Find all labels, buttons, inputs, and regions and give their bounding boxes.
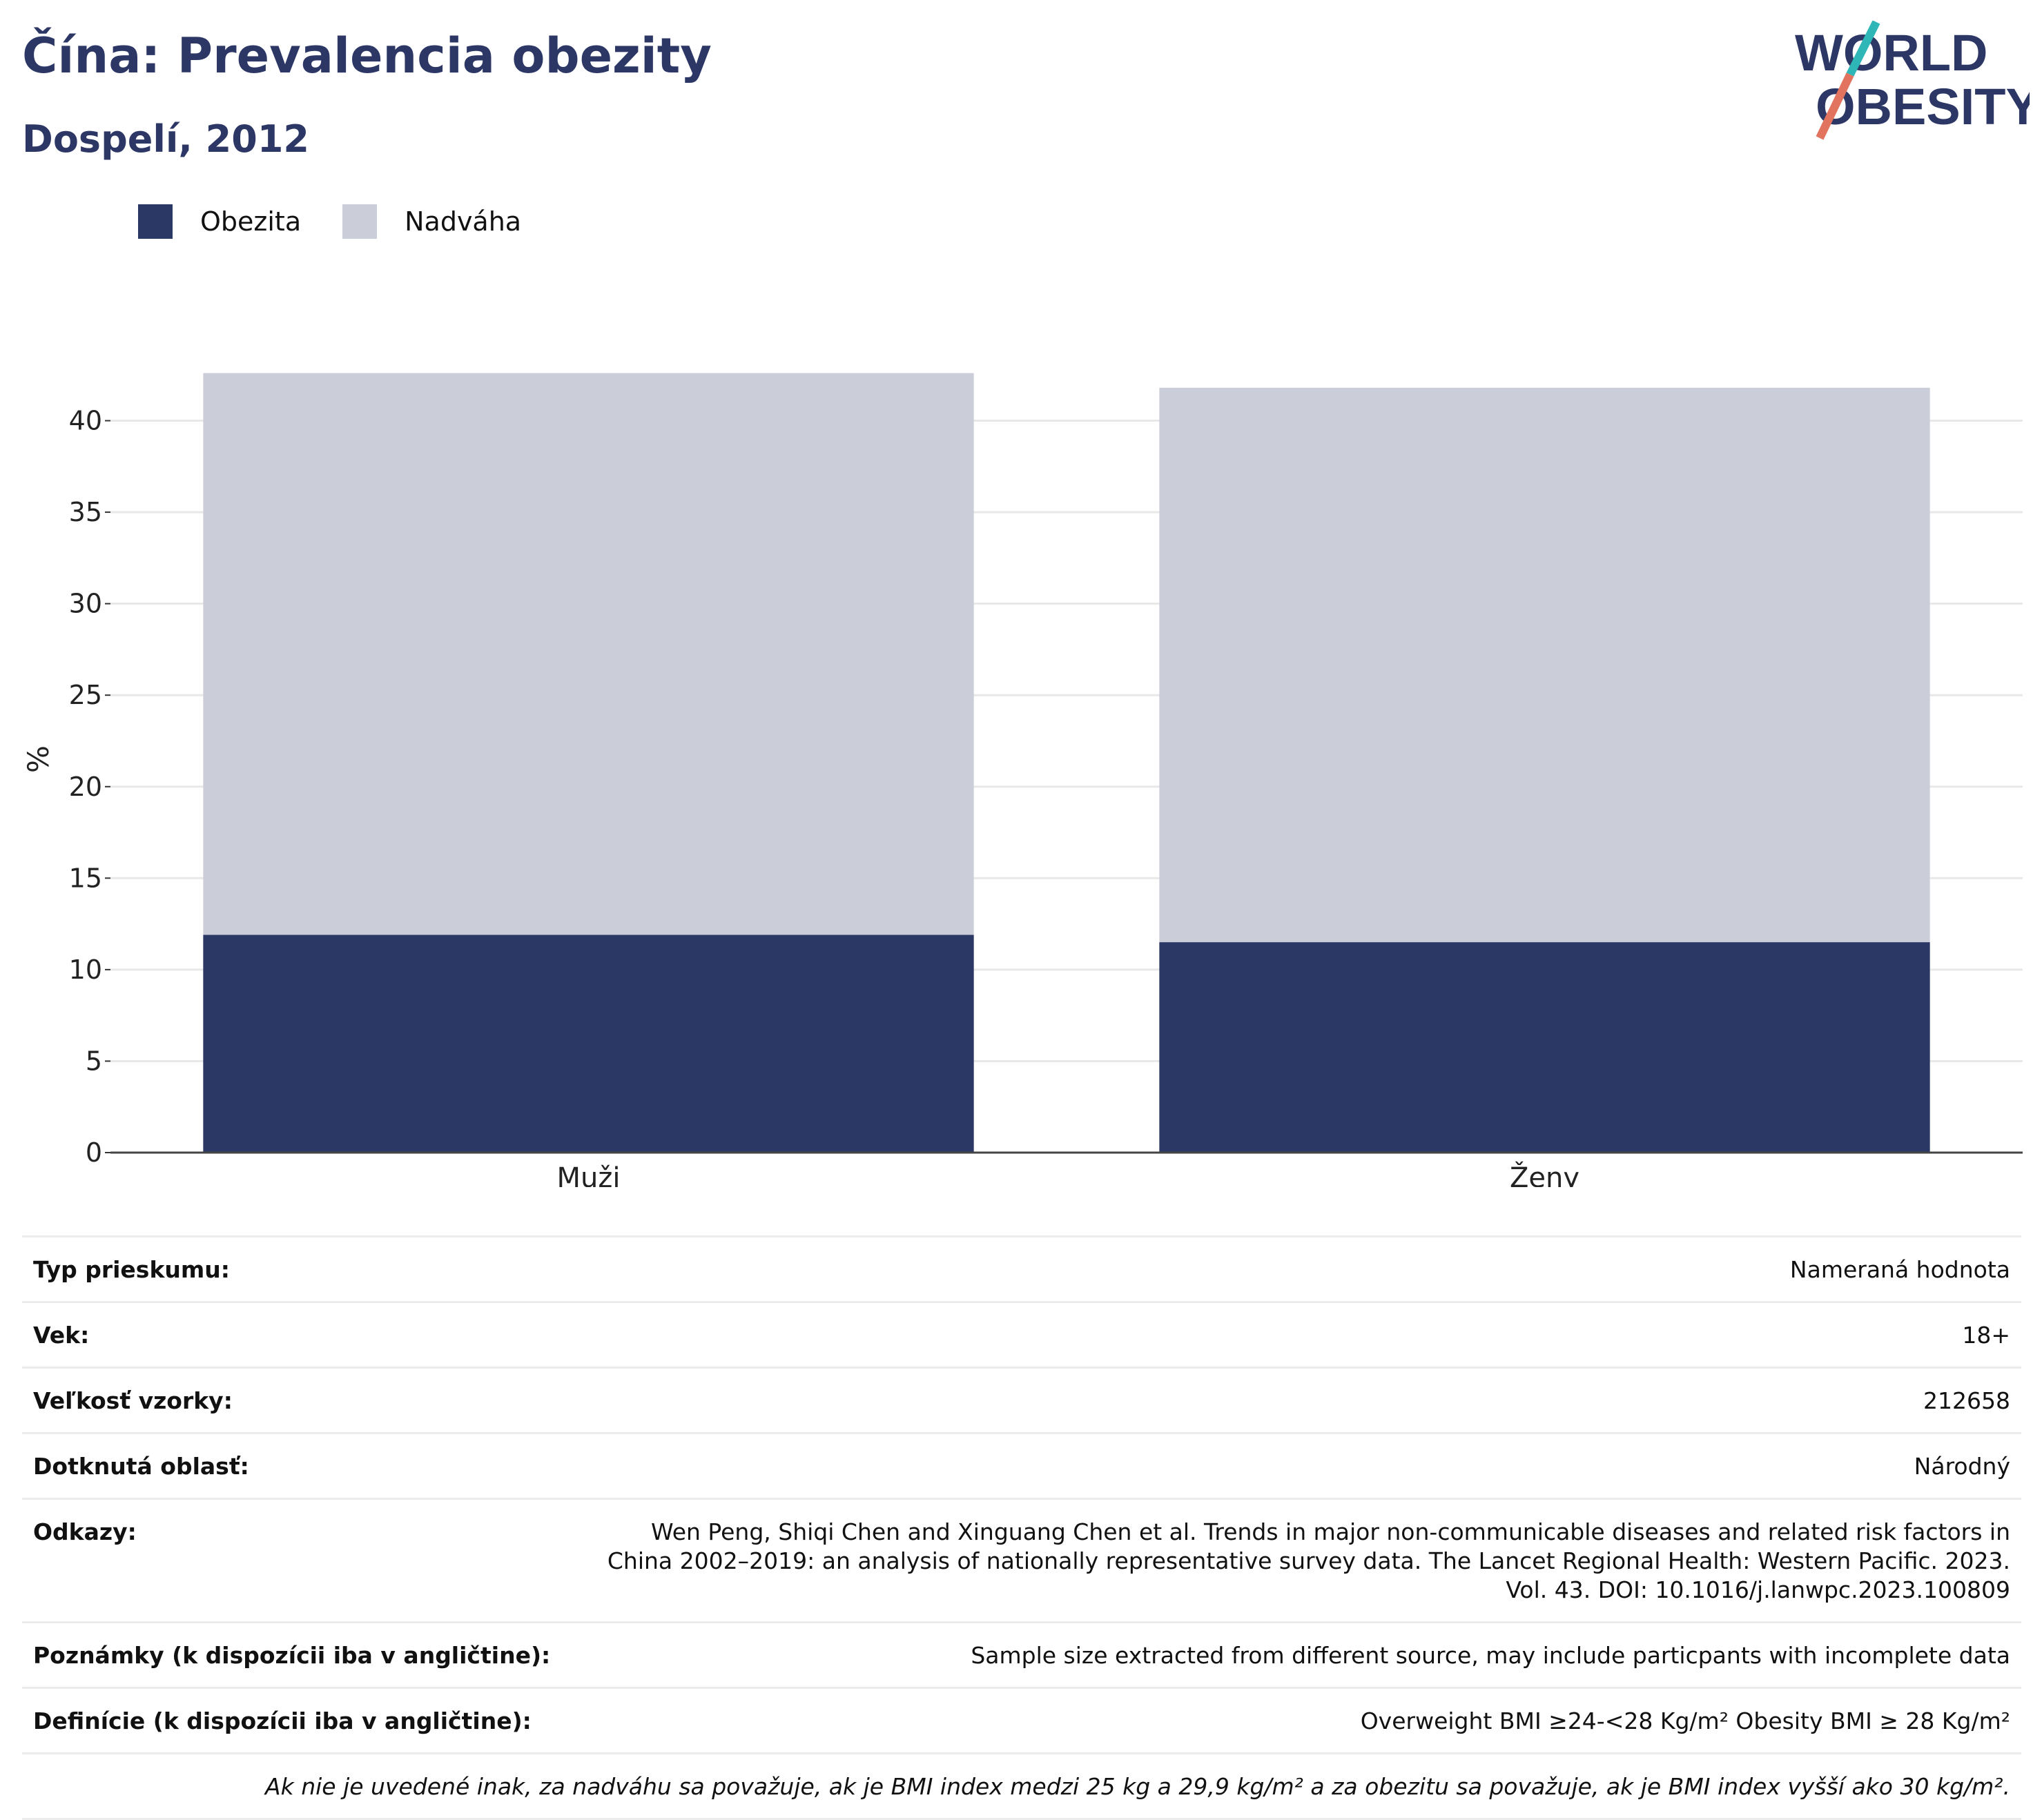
info-value: 212658 [1923, 1387, 2010, 1414]
bar-overweight [203, 373, 974, 935]
info-label: Odkazy: [33, 1518, 137, 1545]
legend-label-obesity: Obezita [200, 206, 302, 237]
info-row-age: Vek: 18+ [22, 1303, 2021, 1369]
info-label: Typ prieskumu: [33, 1256, 230, 1283]
info-row-definitions: Definície (k dispozícii iba v angličtine… [22, 1689, 2021, 1754]
y-axis-label: % [21, 745, 55, 773]
y-tick-label: 5 [86, 1046, 102, 1076]
info-table: Typ prieskumu: Nameraná hodnota Vek: 18+… [22, 1235, 2021, 1820]
info-footnote: Ak nie je uvedené inak, za nadváhu sa po… [265, 1773, 2010, 1800]
logo-line1: WORLD [1795, 24, 1988, 81]
info-row-references: Odkazy: Wen Peng, Shiqi Chen and Xinguan… [22, 1500, 2021, 1623]
info-value: Nameraná hodnota [1789, 1256, 2010, 1283]
y-tick-label: 35 [69, 497, 102, 527]
y-tick-label: 30 [69, 589, 102, 619]
info-label: Dotknutá oblasť: [33, 1453, 249, 1480]
info-row-notes: Poznámky (k dispozícii iba v angličtine)… [22, 1623, 2021, 1689]
info-value: Wen Peng, Shiqi Chen and Xinguang Chen e… [607, 1518, 2010, 1603]
bar-obesity [203, 935, 974, 1153]
world-obesity-logo: WORLD OBESITY [1795, 21, 2030, 140]
info-label: Definície (k dispozícii iba v angličtine… [33, 1708, 532, 1734]
bar-overweight [1159, 387, 1930, 943]
info-value: Národný [1914, 1453, 2010, 1480]
info-label: Vek: [33, 1322, 90, 1349]
info-footnote-row: Ak nie je uvedené inak, za nadváhu sa po… [22, 1754, 2021, 1820]
info-label: Veľkosť vzorky: [33, 1387, 233, 1414]
y-tick-label: 0 [86, 1137, 102, 1168]
info-row-sample-size: Veľkosť vzorky: 212658 [22, 1369, 2021, 1434]
info-value: 18+ [1962, 1322, 2010, 1349]
bar-obesity [1159, 942, 1930, 1153]
chart-legend: Obezita Nadváha [138, 204, 563, 239]
legend-swatch-obesity [138, 204, 173, 239]
y-tick-label: 20 [69, 772, 102, 802]
y-tick-label: 40 [69, 406, 102, 436]
stacked-bar-chart: 0 5 10 15 20 25 30 35 40% Muži Ženy [21, 373, 2023, 1187]
legend-swatch-overweight [342, 204, 378, 239]
info-row-survey-type: Typ prieskumu: Nameraná hodnota [22, 1237, 2021, 1303]
legend-item-obesity: Obezita [138, 204, 301, 239]
info-value: Overweight BMI ≥24-<28 Kg/m² Obesity BMI… [1360, 1708, 2010, 1734]
page-subtitle: Dospelí, 2012 [22, 117, 309, 161]
y-tick-label: 10 [69, 955, 102, 985]
x-tick-label: Ženy [1510, 1161, 1579, 1187]
page-title: Čína: Prevalencia obezity [22, 28, 712, 84]
y-tick-label: 25 [69, 680, 102, 710]
info-row-area: Dotknutá oblasť: Národný [22, 1434, 2021, 1500]
x-tick-label: Muži [557, 1162, 621, 1187]
info-value: Sample size extracted from different sou… [971, 1642, 2010, 1669]
legend-label-overweight: Nadváha [405, 206, 522, 237]
y-tick-label: 15 [69, 863, 102, 893]
legend-item-overweight: Nadváha [342, 204, 521, 239]
logo-line2: OBESITY [1816, 78, 2030, 135]
info-label: Poznámky (k dispozícii iba v angličtine)… [33, 1642, 551, 1669]
